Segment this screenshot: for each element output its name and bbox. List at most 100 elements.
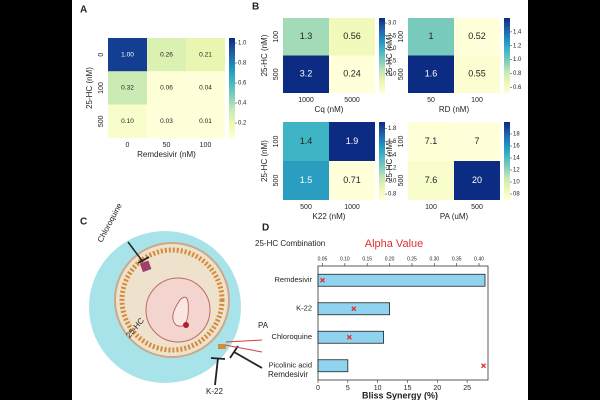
colorbar-segment <box>379 190 385 193</box>
colorbar-segment <box>379 135 385 138</box>
colorbar-tick-label: 1.4 <box>388 152 397 158</box>
heatmap-cell <box>329 18 375 56</box>
x2-tick-label: 0.10 <box>340 256 350 262</box>
x-axis-label: K22 (nM) <box>313 212 346 221</box>
colorbar-segment <box>379 182 385 185</box>
colorbar-segment <box>379 155 385 158</box>
x-axis-label: Bliss Synergy (%) <box>362 390 438 400</box>
colorbar-segment <box>379 162 385 166</box>
colorbar-segment <box>229 88 235 91</box>
category-label: Remdesivir <box>274 275 312 284</box>
heatmap-cell <box>147 38 186 72</box>
cell-label: 1.5 <box>300 175 313 185</box>
y-axis-label: 25-HC (nM) <box>385 34 394 76</box>
colorbar-segment <box>504 87 510 90</box>
colorbar-segment <box>379 68 385 71</box>
colorbar-segment <box>504 172 510 175</box>
cell-label: 0.71 <box>343 175 361 185</box>
colorbar-segment <box>379 49 385 53</box>
colorbar-segment <box>379 51 385 54</box>
colorbar-segment <box>229 133 235 136</box>
colorbar-segment <box>379 81 385 84</box>
heatmap-cell <box>408 55 454 93</box>
colorbar-segment <box>379 176 385 179</box>
colorbar-segment <box>379 74 385 77</box>
colorbar-tick-label: 0.4 <box>238 101 247 107</box>
colorbar-segment <box>504 83 510 86</box>
colorbar-segment <box>504 190 510 193</box>
colorbar-segment <box>229 38 235 41</box>
colorbar-segment <box>504 186 510 189</box>
x-tick-label: 0 <box>126 142 130 149</box>
cell-label: 1 <box>428 31 433 41</box>
colorbar-segment <box>504 23 510 26</box>
cell-label: 1.9 <box>346 136 359 146</box>
colorbar-segment <box>504 182 510 185</box>
colorbar-segment <box>504 157 510 160</box>
y-tick-label: 100 <box>273 31 280 43</box>
colorbar-segment <box>379 192 385 195</box>
colorbar-segment <box>379 157 385 160</box>
panel-label: D <box>262 223 269 234</box>
colorbar-segment <box>229 45 235 49</box>
colorbar-segment <box>379 159 385 162</box>
colorbar-segment <box>504 192 510 195</box>
rna-strand <box>224 344 263 353</box>
colorbar-segment <box>504 161 510 164</box>
colorbar-segment <box>379 178 385 181</box>
colorbar-segment <box>504 178 510 181</box>
x2-tick-label: 0.40 <box>474 256 484 262</box>
colorbar-segment <box>379 25 385 28</box>
colorbar-segment <box>379 87 385 90</box>
colorbar-segment <box>379 21 385 24</box>
colorbar-tick-label: 1.0 <box>388 71 397 77</box>
colorbar-segment <box>379 59 385 62</box>
heatmap-cell <box>454 55 500 93</box>
colorbar-segment <box>229 93 235 96</box>
rna-strand <box>225 339 263 343</box>
heatmap-cell <box>186 38 225 72</box>
colorbar-segment <box>504 33 510 36</box>
cell-label: 0.26 <box>160 51 173 58</box>
colorbar-segment <box>229 135 235 139</box>
colorbar-segment <box>229 63 235 66</box>
x2-tick-label: 0.25 <box>407 256 417 262</box>
colorbar-segment <box>379 184 385 187</box>
heatmap-cell <box>408 122 454 161</box>
heatmap-cell <box>454 122 500 161</box>
colorbar-tick-label: 1.5 <box>388 59 397 65</box>
colorbar-segment <box>504 40 510 43</box>
colorbar-segment <box>504 188 510 191</box>
colorbar-segment <box>379 137 385 140</box>
y-tick-label: 100 <box>398 136 405 148</box>
colorbar-segment <box>379 70 385 73</box>
heatmap-cell <box>186 104 225 138</box>
colorbar-segment <box>229 85 235 89</box>
colorbar-tick-label: 0.8 <box>388 192 397 198</box>
bar <box>317 273 486 287</box>
colorbar-segment <box>379 129 385 133</box>
colorbar-segment <box>504 66 510 69</box>
colorbar-segment <box>379 133 385 136</box>
colorbar-tick-label: 10 <box>513 180 520 186</box>
colorbar-segment <box>379 196 385 199</box>
cell-label: 1.4 <box>300 136 313 146</box>
colorbar-segment <box>379 78 385 81</box>
x-tick-label: 5000 <box>344 97 360 104</box>
colorbar-segment <box>229 130 235 134</box>
colorbar-segment <box>504 153 510 156</box>
heatmap-cell <box>454 18 500 56</box>
colorbar-segment <box>504 31 510 34</box>
colorbar-segment <box>379 168 385 172</box>
colorbar-segment <box>504 78 510 81</box>
y-axis-label: 25-HC (nM) <box>260 140 269 182</box>
colorbar-tick-label: 1.0 <box>238 41 247 47</box>
colorbar-segment <box>229 105 235 109</box>
colorbar-segment <box>379 127 385 131</box>
heatmap-cell <box>108 104 147 138</box>
colorbar-segment <box>504 61 510 64</box>
colorbar-segment <box>229 65 235 69</box>
heatmap-cell <box>408 161 454 200</box>
colorbar-segment <box>504 21 510 24</box>
x-tick-label: 10 <box>374 385 382 392</box>
